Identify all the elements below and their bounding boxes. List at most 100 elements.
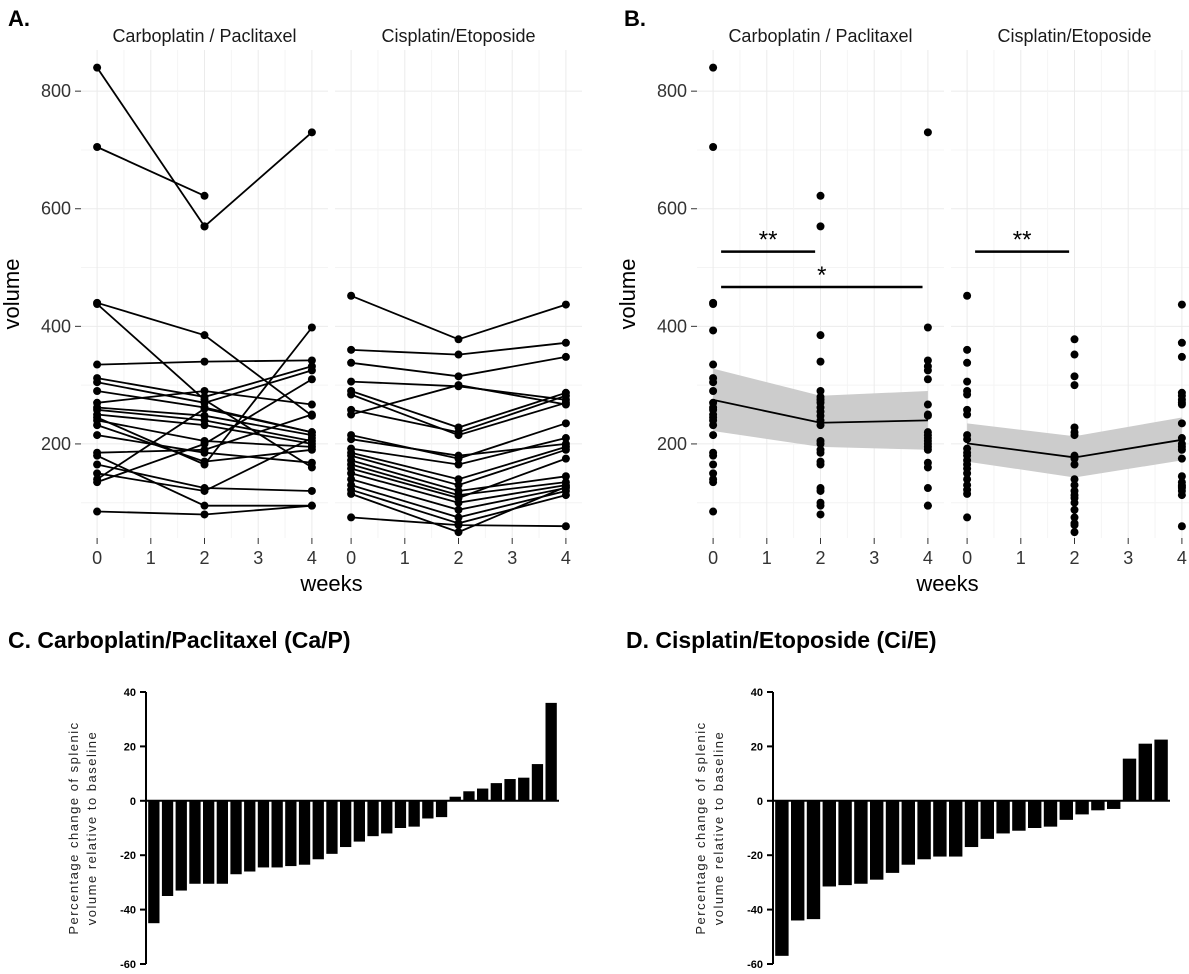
panel-a-point <box>347 345 356 354</box>
panel-c-ytick-label: -60 <box>120 959 136 971</box>
panel-b-xtick-label: 3 <box>869 548 879 568</box>
panel-b-point <box>963 475 972 484</box>
panel-b-point <box>1177 491 1186 500</box>
panel-a-point <box>307 434 316 443</box>
panel-a-point <box>307 323 316 332</box>
panel-a-facet-0: Carboplatin / Paclitaxel 0 1 2 3 4 <box>81 26 328 568</box>
panel-b-sig-label: ** <box>759 227 778 254</box>
panel-d-bar <box>806 800 821 920</box>
panel-b-point <box>816 387 825 396</box>
panel-d-bar <box>1043 800 1058 827</box>
panel-c-bar <box>367 800 379 837</box>
panel-d-bar <box>854 800 868 884</box>
panel-a-point <box>454 381 463 390</box>
panel-a-point <box>200 457 209 466</box>
panel-c-bar <box>271 800 283 868</box>
panel-d-bar <box>1154 739 1168 801</box>
panel-a-point <box>93 451 102 460</box>
panel-a-point <box>93 378 102 387</box>
panel-a-point <box>561 400 570 409</box>
panel-c-label: C. Carboplatin/Paclitaxel (Ca/P) <box>8 627 351 653</box>
panel-a-xtick-label: 3 <box>253 548 263 568</box>
panel-a-point <box>561 454 570 463</box>
panel-b-ylabel: volume <box>615 259 640 330</box>
panel-d-bar <box>980 800 994 839</box>
panel-b-facet-1: Cisplatin/Etoposide 0 1 2 3 4 ** <box>951 26 1189 568</box>
panel-a-point <box>347 377 356 386</box>
panel-c-bar <box>230 800 242 875</box>
panel-c-bar <box>435 800 448 818</box>
panel-a-point <box>307 501 316 510</box>
panel-a-point <box>561 391 570 400</box>
panel-a-point <box>347 435 356 444</box>
panel-b-point <box>1177 300 1186 309</box>
panel-a-label: A. <box>8 6 30 31</box>
panel-a-point <box>200 357 209 366</box>
panel-c-bar <box>490 783 502 801</box>
panel-a-point <box>200 421 209 430</box>
panel-a-point <box>347 469 356 478</box>
panel-c-ytick-label: -20 <box>120 850 136 862</box>
panel-a-point <box>93 469 102 478</box>
panel-b-point <box>1070 505 1079 514</box>
panel-c-bar <box>394 800 407 828</box>
panel-a-point <box>93 421 102 430</box>
panel-a-series-line <box>96 146 205 197</box>
panel-b-point <box>923 356 932 365</box>
panel-a-point <box>561 352 570 361</box>
panel-b-point <box>709 451 718 460</box>
panel-d-bar <box>1091 800 1105 811</box>
panel-b-point <box>709 378 718 387</box>
panel-a-xtick-label: 2 <box>453 548 463 568</box>
panel-a-xtick-label: 0 <box>92 548 102 568</box>
panel-d-ytick-label: -20 <box>747 850 763 862</box>
panel-d-chart: 40 20 0 -20 -40 -60 Percentage change of splen… <box>693 687 1170 971</box>
panel-a-point <box>454 528 463 537</box>
panel-b-point <box>923 411 932 420</box>
panel-b-point <box>1070 498 1079 507</box>
panel-b-ytick-label: 200 <box>657 434 687 454</box>
panel-b-point <box>1070 381 1079 390</box>
panel-a-point <box>347 513 356 522</box>
panel-b-facet-title: Carboplatin / Paclitaxel <box>728 26 912 46</box>
panel-a-point <box>200 439 209 448</box>
panel-b-point <box>709 63 718 72</box>
panel-b-point <box>1070 454 1079 463</box>
panel-b-point <box>923 463 932 472</box>
panel-b-xtick-label: 1 <box>1016 548 1026 568</box>
panel-b-point <box>1177 419 1186 428</box>
panel-b-point <box>1177 472 1186 481</box>
panel-a-point <box>93 299 102 308</box>
panel-a-point <box>200 445 209 454</box>
panel-b-point <box>1177 434 1186 443</box>
panel-b-point <box>1177 454 1186 463</box>
panel-b-point <box>816 510 825 519</box>
panel-b-facet-title: Cisplatin/Etoposide <box>997 26 1151 46</box>
panel-d-bar <box>838 800 852 886</box>
panel-a-ytick-label: 400 <box>41 316 71 336</box>
panel-a-point <box>200 404 209 413</box>
panel-a-point <box>200 501 209 510</box>
panel-c-bar <box>504 779 516 801</box>
panel-b-point <box>709 431 718 440</box>
panel-a-ytick-label: 600 <box>41 199 71 219</box>
panel-c-bar <box>312 800 324 860</box>
panel-d-bar <box>933 800 947 857</box>
panel-a-point <box>454 481 463 490</box>
panel-a-xlabel: weeks <box>299 571 362 596</box>
panel-a-point <box>561 482 570 491</box>
panel-a-ytick-label: 800 <box>41 81 71 101</box>
panel-c-bar <box>244 800 256 872</box>
panel-d-ytick-label: -60 <box>747 959 763 971</box>
panel-b-ci-ribbon <box>967 417 1182 478</box>
panel-a-point <box>561 338 570 347</box>
panel-b-point <box>709 326 718 335</box>
panel-b-point <box>923 501 932 510</box>
panel-d-bar <box>1028 800 1042 828</box>
panel-a-point <box>200 222 209 231</box>
panel-b-point <box>1070 513 1079 522</box>
panel-b-point <box>963 489 972 498</box>
panel-b-point <box>1070 460 1079 469</box>
panel-b-point <box>816 331 825 340</box>
